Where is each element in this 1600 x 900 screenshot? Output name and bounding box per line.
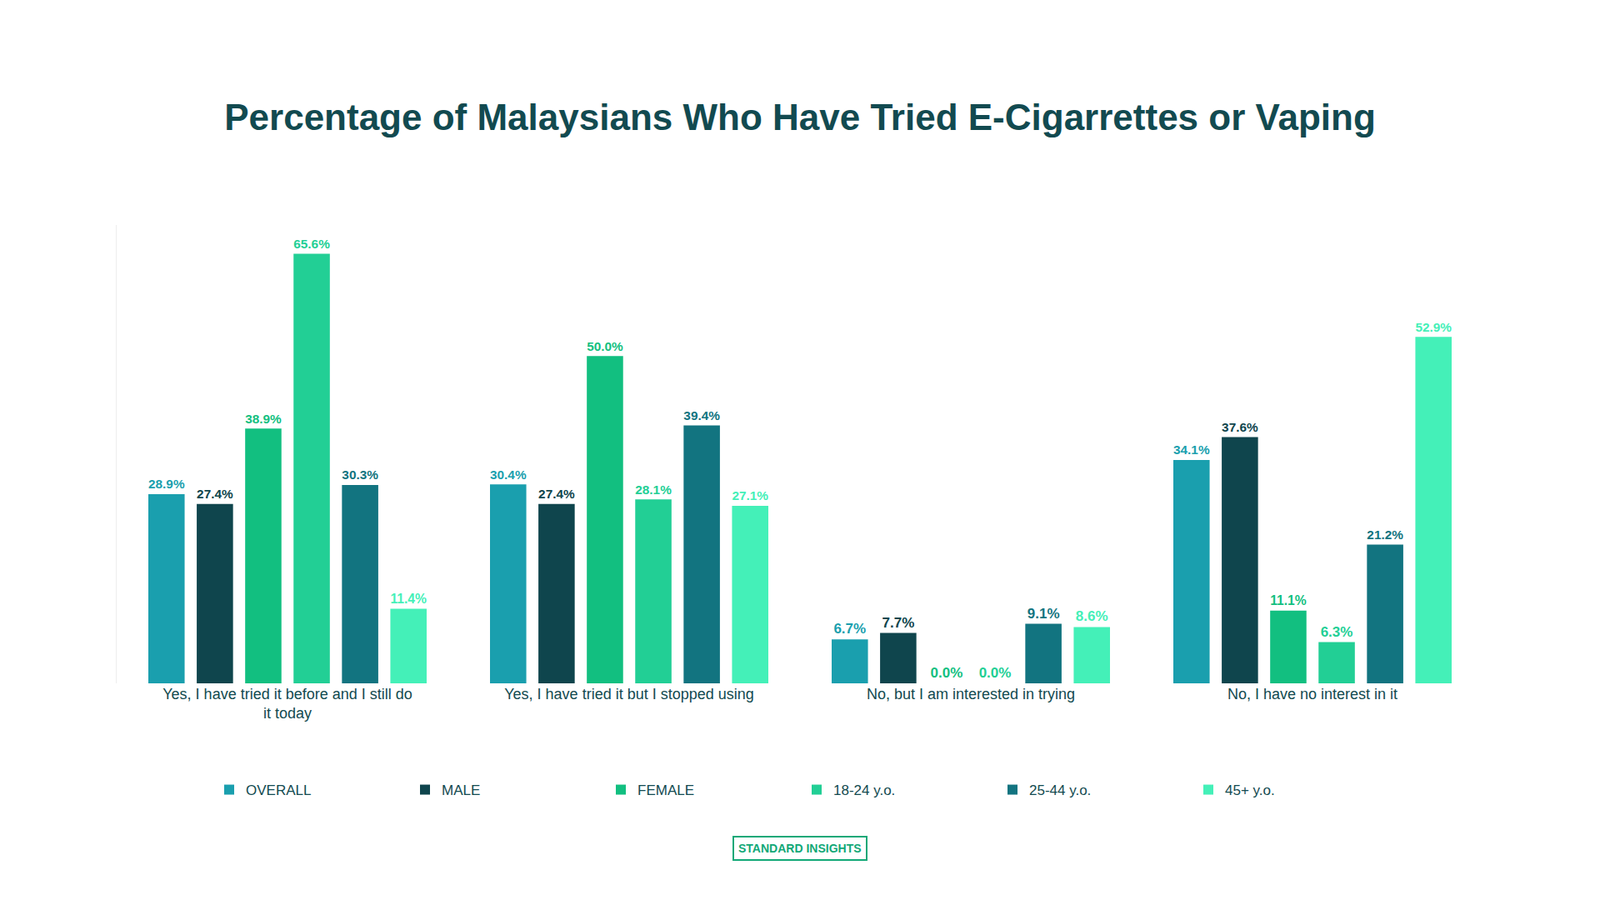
svg-text:0.0%: 0.0% [930, 665, 964, 681]
svg-text:27.4%: 27.4% [196, 486, 234, 501]
svg-text:STANDARD INSIGHTS: STANDARD INSIGHTS [738, 841, 862, 855]
svg-text:39.4%: 39.4% [683, 408, 720, 423]
svg-text:6.7%: 6.7% [833, 620, 866, 637]
svg-text:28.9%: 28.9% [148, 476, 185, 491]
svg-text:34.1%: 34.1% [1173, 442, 1210, 457]
svg-text:No, but I am interested in try: No, but I am interested in trying [866, 685, 1075, 703]
svg-text:65.6%: 65.6% [293, 236, 330, 251]
svg-text:Yes, I have tried it but I sto: Yes, I have tried it but I stopped using [504, 685, 755, 703]
svg-text:30.4%: 30.4% [490, 467, 527, 482]
svg-text:11.1%: 11.1% [1270, 593, 1307, 608]
svg-text:0.0%: 0.0% [979, 665, 1012, 681]
svg-text:50.0%: 50.0% [586, 339, 624, 354]
svg-text:9.1%: 9.1% [1027, 605, 1060, 622]
svg-text:OVERALL: OVERALL [245, 782, 311, 799]
svg-text:21.2%: 21.2% [1366, 527, 1404, 542]
svg-text:FEMALE: FEMALE [637, 782, 695, 799]
svg-text:7.7%: 7.7% [882, 615, 915, 631]
svg-text:18-24 y.o.: 18-24 y.o. [833, 782, 895, 799]
svg-text:6.3%: 6.3% [1320, 624, 1354, 640]
svg-text:MALE: MALE [441, 782, 480, 799]
svg-text:8.6%: 8.6% [1075, 608, 1109, 625]
svg-text:Percentage of Malaysians Who H: Percentage of Malaysians Who Have Tried … [224, 96, 1376, 138]
svg-text:27.4%: 27.4% [538, 486, 575, 501]
svg-text:37.6%: 37.6% [1221, 420, 1259, 435]
svg-text:No, I have no interest in it: No, I have no interest in it [1227, 685, 1398, 703]
svg-text:27.1%: 27.1% [731, 488, 769, 503]
svg-text:38.9%: 38.9% [245, 411, 282, 426]
svg-text:30.3%: 30.3% [341, 467, 379, 482]
svg-text:52.9%: 52.9% [1415, 320, 1452, 335]
svg-text:28.1%: 28.1% [635, 482, 672, 497]
svg-text:25-44 y.o.: 25-44 y.o. [1029, 782, 1091, 799]
svg-text:11.4%: 11.4% [390, 591, 427, 606]
svg-text:45+ y.o.: 45+ y.o. [1225, 782, 1275, 799]
svg-text:Yes, I have tried it before an: Yes, I have tried it before and I still … [162, 685, 413, 722]
